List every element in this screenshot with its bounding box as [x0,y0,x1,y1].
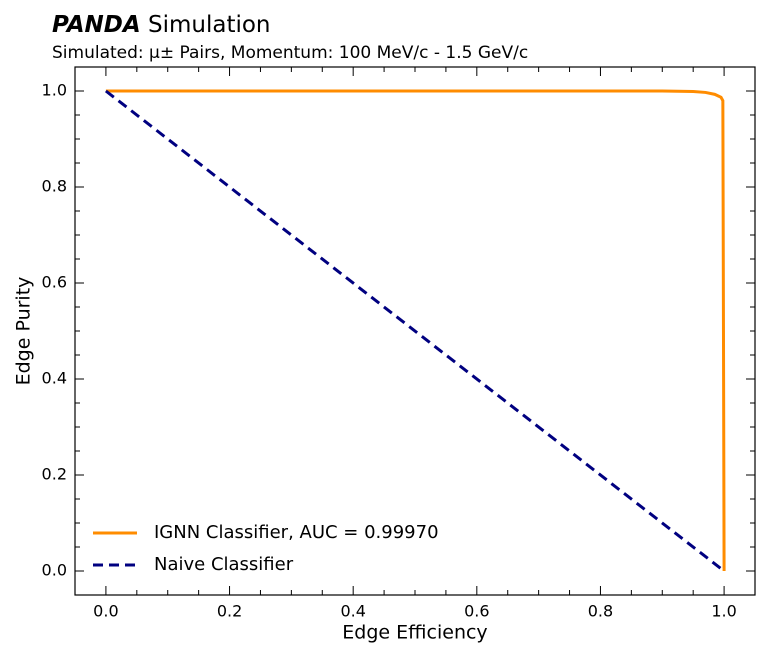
legend-label: Naive Classifier [154,554,294,575]
y-tick-label: 0.0 [42,561,67,580]
x-tick-label: 0.4 [340,602,365,621]
y-tick-label: 0.2 [42,465,67,484]
x-tick-label: 0.0 [93,602,118,621]
y-tick-label: 0.6 [42,273,67,292]
y-tick-label: 0.8 [42,177,67,196]
y-axis-label: Edge Purity [13,277,35,386]
y-tick-label: 0.4 [42,369,67,388]
y-tick-label: 1.0 [42,81,67,100]
x-tick-label: 0.8 [588,602,613,621]
title-bold: PANDA [52,12,141,38]
line-series [105,89,726,572]
x-tick-label: 1.0 [711,602,736,621]
x-axis-label: Edge Efficiency [342,622,487,644]
chart-title: PANDA Simulation [52,12,271,38]
line-series [104,89,726,573]
x-tick-label: 0.6 [464,602,489,621]
title: Simulation [148,12,271,38]
x-tick-label: 0.2 [217,602,242,621]
subtitle: Simulated: μ± Pairs, Momentum: 100 MeV/c… [52,43,528,63]
legend-label: IGNN Classifier, AUC = 0.99970 [154,522,439,543]
